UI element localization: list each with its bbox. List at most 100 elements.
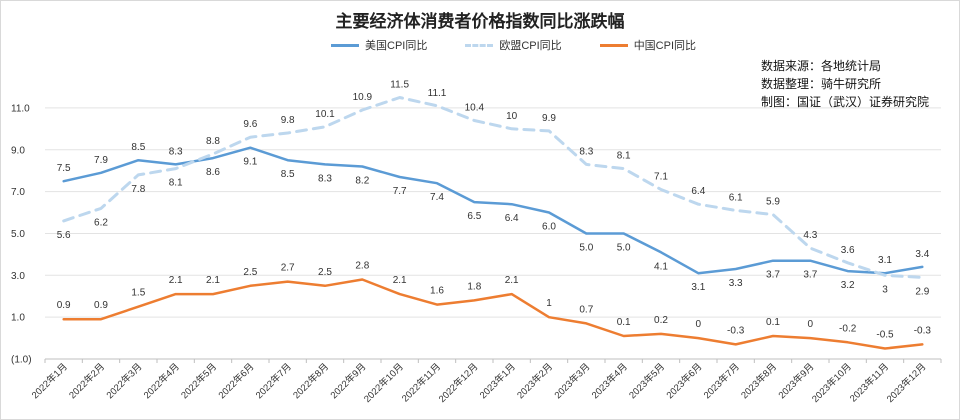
legend-item-eu: 欧盟CPI同比 xyxy=(465,37,562,53)
data-label-eu: 8.1 xyxy=(169,178,183,189)
x-tick-label: 2023年6月 xyxy=(664,361,705,402)
data-label-eu: 8.3 xyxy=(579,146,593,157)
data-label-us: 8.5 xyxy=(281,169,295,180)
data-label-cn: 1.8 xyxy=(467,281,481,292)
data-label-cn: 0.1 xyxy=(766,317,780,328)
data-label-eu: 5.9 xyxy=(766,197,780,208)
x-tick-label: 2022年2月 xyxy=(67,361,108,402)
x-tick-label: 2023年12月 xyxy=(884,361,928,405)
data-label-eu: 5.6 xyxy=(57,230,71,241)
x-tick-label: 2022年8月 xyxy=(291,361,332,402)
source-notes: 数据来源：各地统计局 数据整理：骑牛研究所 制图：国证（武汉）证券研究院 xyxy=(761,57,929,111)
data-label-eu: 6.2 xyxy=(94,217,108,228)
x-tick-label: 2023年7月 xyxy=(701,361,742,402)
data-label-cn: 2.1 xyxy=(206,275,220,286)
data-label-us: 4.1 xyxy=(654,261,668,272)
data-label-cn: 2.1 xyxy=(393,275,407,286)
data-label-us: 7.5 xyxy=(57,163,71,174)
data-label-cn: 1.6 xyxy=(430,286,444,297)
y-tick-label: 1.0 xyxy=(11,313,25,324)
data-label-cn: 0.7 xyxy=(579,304,593,315)
y-tick-label: 9.0 xyxy=(11,145,25,156)
legend: 美国CPI同比 欧盟CPI同比 中国CPI同比 xyxy=(331,37,696,53)
legend-label-eu: 欧盟CPI同比 xyxy=(499,40,562,52)
x-tick-label: 2023年10月 xyxy=(809,361,853,405)
data-label-eu: 6.4 xyxy=(691,186,705,197)
x-tick-label: 2022年6月 xyxy=(216,361,257,402)
data-label-us: 8.3 xyxy=(318,173,332,184)
x-tick-label: 2022年5月 xyxy=(179,361,220,402)
x-tick-label: 2022年10月 xyxy=(361,361,405,405)
data-label-eu: 3 xyxy=(882,284,888,295)
x-tick-label: 2023年4月 xyxy=(589,361,630,402)
data-label-us: 7.4 xyxy=(430,192,444,203)
data-label-us: 3.1 xyxy=(878,255,892,266)
source-line-compiled: 数据整理：骑牛研究所 xyxy=(760,77,881,91)
data-label-us: 8.3 xyxy=(169,146,183,157)
series-line-cn xyxy=(62,278,924,350)
data-label-cn: -0.3 xyxy=(914,325,932,336)
data-label-eu: 9.9 xyxy=(542,113,556,124)
data-label-eu: 11.5 xyxy=(390,79,409,90)
x-tick-label: 2022年1月 xyxy=(29,361,70,402)
data-label-us: 3.4 xyxy=(915,249,929,260)
data-label-cn: 2.8 xyxy=(355,260,369,271)
data-label-cn: -0.2 xyxy=(839,323,857,334)
data-label-us: 8.6 xyxy=(206,167,220,178)
data-label-eu: 10 xyxy=(506,111,518,122)
data-label-eu: 3.6 xyxy=(841,245,855,256)
data-label-cn: 2.7 xyxy=(281,263,295,274)
y-tick-label: 5.0 xyxy=(11,229,25,240)
data-label-eu: 11.1 xyxy=(428,88,447,99)
data-label-cn: 0.9 xyxy=(94,300,108,311)
x-tick-label: 2022年3月 xyxy=(104,361,145,402)
data-label-cn: 0 xyxy=(808,319,814,330)
x-tick-label: 2022年4月 xyxy=(141,361,182,402)
data-label-us: 3.1 xyxy=(691,282,705,293)
x-tick-label: 2023年5月 xyxy=(627,361,668,402)
legend-label-cn: 中国CPI同比 xyxy=(633,40,697,52)
data-label-eu: 9.8 xyxy=(281,115,295,126)
data-label-cn: -0.5 xyxy=(876,330,894,341)
legend-swatch-us xyxy=(331,43,359,47)
data-label-eu: 7.8 xyxy=(131,184,145,195)
data-label-us: 6.0 xyxy=(542,222,556,233)
data-label-cn: 0.2 xyxy=(654,315,668,326)
data-label-eu: 4.3 xyxy=(803,230,817,241)
data-label-eu: 6.1 xyxy=(729,192,743,203)
y-tick-label: (1.0) xyxy=(11,355,32,366)
data-label-eu: 10.4 xyxy=(465,102,485,113)
data-label-cn: 0.9 xyxy=(57,300,71,311)
data-label-us: 3.2 xyxy=(841,280,855,291)
x-tick-label: 2023年2月 xyxy=(515,361,556,402)
data-label-eu: 7.1 xyxy=(654,172,668,183)
data-label-us: 3.7 xyxy=(803,270,817,281)
x-tick-label: 2023年9月 xyxy=(776,361,817,402)
data-label-cn: 0 xyxy=(696,319,702,330)
data-label-cn: 1.5 xyxy=(131,288,145,299)
data-label-eu: 10.1 xyxy=(315,109,335,120)
series-line-us xyxy=(62,146,924,275)
data-label-us: 7.9 xyxy=(94,155,108,166)
data-label-us: 3.3 xyxy=(729,278,743,289)
legend-swatch-cn xyxy=(599,43,628,47)
legend-label-us: 美国CPI同比 xyxy=(365,40,428,52)
data-label-cn: 2.1 xyxy=(169,275,183,286)
data-label-us: 6.5 xyxy=(467,211,481,222)
source-line-data: 数据来源：各地统计局 xyxy=(760,59,881,73)
data-label-cn: 2.1 xyxy=(505,275,519,286)
legend-swatch-eu xyxy=(465,43,494,47)
data-label-cn: 2.5 xyxy=(318,267,332,278)
data-label-us: 6.4 xyxy=(505,213,519,224)
data-label-eu: 9.6 xyxy=(243,119,257,130)
chart-title: 主要经济体消费者价格指数同比涨跌幅 xyxy=(335,12,625,32)
x-tick-label: 2022年9月 xyxy=(328,361,369,402)
data-label-us: 8.5 xyxy=(131,142,145,153)
x-tick-label: 2023年1月 xyxy=(477,361,518,402)
data-label-cn: 0.1 xyxy=(617,317,631,328)
data-label-cn: 2.5 xyxy=(243,267,257,278)
data-label-us: 5.0 xyxy=(617,242,631,253)
x-tick-label: 2022年7月 xyxy=(253,361,294,402)
source-line-chart-by: 制图：国证（武汉）证券研究院 xyxy=(760,95,929,109)
